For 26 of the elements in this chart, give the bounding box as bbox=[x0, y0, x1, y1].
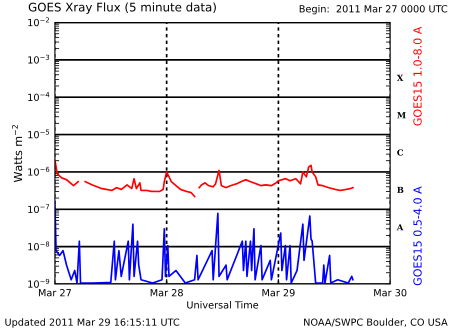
text: Begin: 2011 Mar 27 0000 UTC bbox=[300, 4, 448, 14]
x-tick-label: Mar 28 bbox=[150, 289, 183, 296]
text: B bbox=[397, 186, 404, 193]
x-tick-label: Mar 27 bbox=[38, 289, 71, 296]
text: GOES15 0.5-4.0 A bbox=[413, 186, 422, 286]
line-series bbox=[54, 200, 354, 284]
text: X bbox=[396, 74, 404, 81]
x-tick-label: Mar 29 bbox=[262, 289, 295, 296]
text: M bbox=[397, 112, 406, 118]
y-tick-label: 10$^{−8}$ bbox=[28, 241, 50, 250]
x-tick-label: Mar 30 bbox=[374, 289, 406, 296]
text: Updated 2011 Mar 29 16:15:11 UTC bbox=[5, 318, 180, 328]
y-tick-label: 10$^{−5}$ bbox=[28, 130, 50, 138]
y-tick-label: 10$^{−2}$ bbox=[28, 17, 50, 26]
y-tick-label: 10$^{−7}$ bbox=[28, 204, 50, 214]
y-tick-label: 10$^{−9}$ bbox=[28, 278, 50, 288]
text: C bbox=[397, 149, 404, 156]
y-tick-label: 10$^{−4}$ bbox=[28, 92, 50, 101]
y-tick-label: 10$^{−3}$ bbox=[28, 54, 50, 64]
text: GOES15 1.0-8.0 A bbox=[413, 26, 422, 126]
y-tick-label: 10$^{−6}$ bbox=[28, 166, 50, 176]
y-axis-title: Watts m$^{−2}$ bbox=[12, 125, 22, 182]
text: A bbox=[396, 224, 404, 230]
x-axis-title: Universal Time bbox=[187, 301, 258, 309]
chart-title: GOES Xray Flux (5 minute data) bbox=[28, 2, 216, 14]
text: NOAA/SWPC Boulder, CO USA bbox=[304, 318, 448, 327]
